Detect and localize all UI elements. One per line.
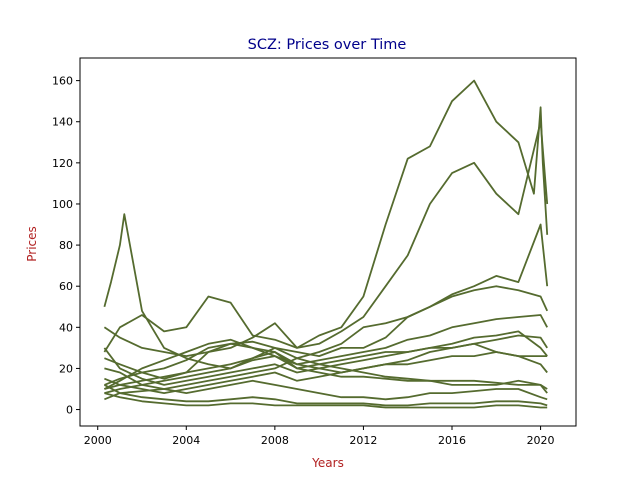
x-tick-label: 2012 (349, 434, 377, 447)
x-tick-label: 2004 (172, 434, 200, 447)
series-line-9 (104, 357, 548, 401)
series-line-6 (104, 330, 548, 394)
y-tick-label: 40 (59, 321, 73, 334)
y-tick-label: 120 (52, 157, 73, 170)
plot-frame (79, 57, 577, 427)
series-line-12 (104, 392, 548, 409)
series-line-14 (103, 338, 548, 390)
x-tick-label: 2000 (84, 434, 112, 447)
x-tick-label: 2020 (527, 434, 555, 447)
axes-layer: 2000 2004 2008 2012 2016 2020 0 20 40 60 80 100 120 1… (52, 57, 577, 447)
series-line-1 (103, 79, 549, 353)
y-tick-label: 80 (59, 239, 73, 252)
series-layer (103, 79, 549, 409)
series-line-5 (104, 314, 548, 390)
y-axis-label: Prices (25, 226, 39, 262)
x-tick-label: 2008 (261, 434, 289, 447)
series-line-2 (104, 120, 549, 380)
series-line-10 (104, 367, 548, 401)
series-line-11 (103, 384, 548, 407)
y-tick-label: 140 (52, 116, 73, 129)
y-tick-label: 160 (52, 75, 73, 88)
y-tick-label: 60 (59, 280, 73, 293)
y-tick-label: 0 (66, 404, 73, 417)
series-line-13 (103, 326, 548, 394)
series-line-3 (103, 213, 549, 370)
y-tick-label: 20 (59, 362, 73, 375)
chart-title: SCZ: Prices over Time (248, 37, 407, 53)
series-line-4 (104, 285, 549, 386)
y-tick-label: 100 (52, 198, 73, 211)
x-axis-label: Years (311, 456, 344, 470)
x-tick-label: 2016 (438, 434, 466, 447)
